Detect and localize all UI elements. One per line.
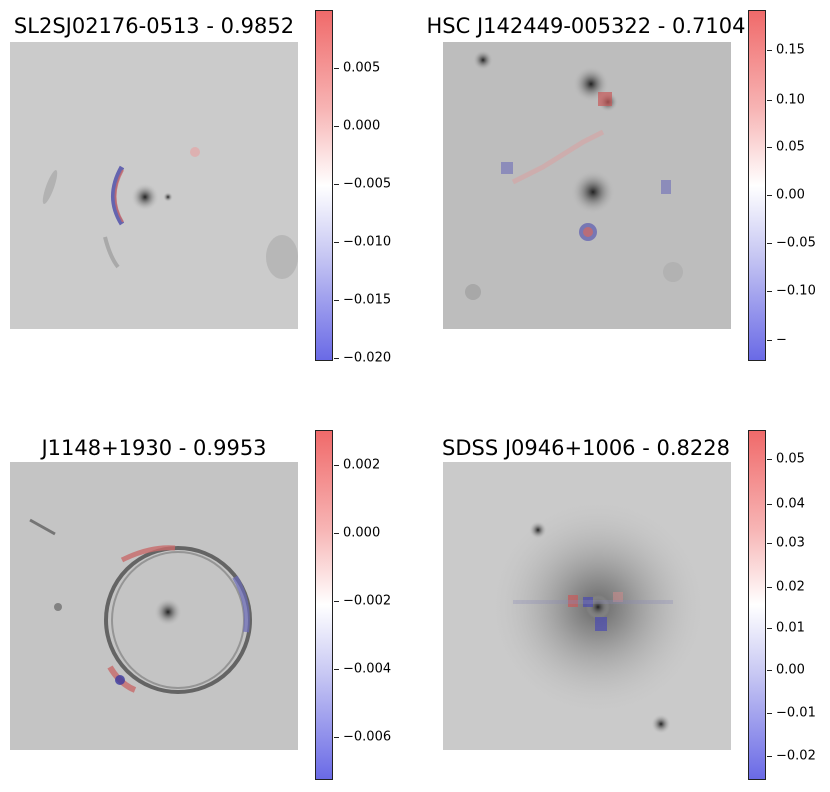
colorbar-tick-label: −0.015: [343, 292, 392, 308]
colorbar-tick-label: 0.002: [343, 457, 381, 473]
colorbar-tick-label: 0.02: [776, 579, 805, 595]
lens-image-render: [443, 42, 731, 329]
lens-image: [10, 42, 298, 329]
colorbar: 0.05 0.04 0.03 0.02 0.01 0.00 −0.01 −0.0…: [748, 430, 816, 780]
colorbar-tick-label: −: [776, 332, 787, 348]
colorbar-tick-label: −0.10: [776, 283, 816, 299]
colorbar-tick-label: 0.10: [776, 92, 805, 108]
colorbar-tick-label: 0.000: [343, 525, 381, 541]
colorbar-tick-label: 0.15: [776, 42, 805, 58]
colorbar-tick-label: −0.02: [776, 748, 816, 764]
colorbar-tick-label: −0.005: [343, 176, 392, 192]
colorbar-tick-label: 0.03: [776, 535, 805, 551]
colorbar-tick-label: 0.000: [343, 118, 381, 134]
colorbar-tick-label: 0.01: [776, 620, 805, 636]
colorbar: 0.002 0.000 −0.002 −0.004 −0.006: [315, 430, 391, 780]
colorbar: 0.15 0.10 0.05 0.00 −0.05 −0.10 −: [748, 10, 816, 361]
colorbar-tick-label: −0.006: [343, 729, 392, 745]
panel-title: SDSS J0946+1006 - 0.8228: [442, 436, 730, 460]
colorbar-tick-label: 0.00: [776, 187, 805, 203]
panel-title: J1148+1930 - 0.9953: [41, 436, 267, 460]
colorbar-tick-label: 0.005: [343, 60, 381, 76]
lens-image-render: [10, 42, 298, 329]
colorbar: 0.005 0.000 −0.005 −0.010 −0.015 −0.020: [315, 10, 391, 366]
colorbar-tick-label: 0.05: [776, 451, 805, 467]
colorbar-tick-label: −0.010: [343, 234, 392, 250]
panel-title: HSC J142449-005322 - 0.7104: [426, 14, 746, 38]
colorbar-tick-label: −0.004: [343, 661, 392, 677]
lens-image-render: [443, 462, 731, 750]
lens-image-render: [10, 462, 298, 750]
lens-image: [443, 462, 731, 750]
colorbar-tick-label: 0.05: [776, 139, 805, 155]
colorbar-tick-label: 0.04: [776, 496, 805, 512]
colorbar-tick-label: −0.01: [776, 705, 816, 721]
colorbar-tick-label: −0.020: [343, 350, 392, 366]
colorbar-tick-label: −0.05: [776, 235, 816, 251]
lens-image: [443, 42, 731, 329]
panel-title: SL2SJ02176-0513 - 0.9852: [13, 14, 295, 38]
colorbar-tick-label: 0.00: [776, 662, 805, 678]
lens-image: [10, 462, 298, 750]
colorbar-tick-label: −0.002: [343, 593, 392, 609]
